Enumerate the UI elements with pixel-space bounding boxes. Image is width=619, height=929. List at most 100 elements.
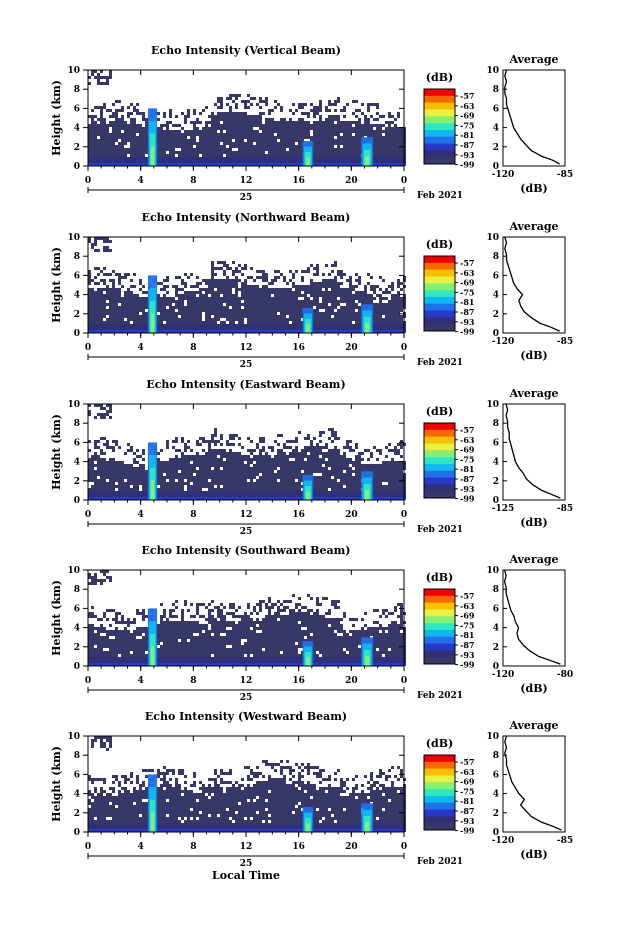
echo-cell bbox=[223, 270, 226, 273]
echo-cell bbox=[121, 318, 124, 321]
echo-cell bbox=[370, 285, 373, 288]
echo-cell bbox=[274, 309, 277, 312]
echo-cell bbox=[127, 491, 130, 494]
echo-cell bbox=[268, 488, 271, 491]
echo-cell bbox=[178, 327, 181, 330]
echo-cell bbox=[184, 297, 187, 300]
echo-cell bbox=[214, 145, 217, 148]
echo-cell bbox=[115, 497, 118, 500]
echo-cell bbox=[214, 479, 217, 482]
echo-cell bbox=[253, 306, 256, 309]
x-tick-label: 16 bbox=[292, 343, 305, 353]
echo-cell bbox=[262, 130, 265, 133]
echo-cell bbox=[205, 461, 208, 464]
echo-cell bbox=[244, 470, 247, 473]
echo-cell bbox=[160, 467, 163, 470]
echo-cell bbox=[166, 136, 169, 139]
echo-cell bbox=[106, 476, 109, 479]
echo-cell bbox=[274, 491, 277, 494]
echo-cell bbox=[400, 288, 403, 291]
echo-cell bbox=[88, 464, 91, 467]
echo-cell bbox=[214, 118, 217, 121]
echo-cell bbox=[250, 315, 253, 318]
echo-intensity-field bbox=[88, 70, 406, 166]
echo-cell bbox=[100, 279, 103, 282]
echo-cell bbox=[292, 455, 295, 458]
echo-cell bbox=[244, 288, 247, 291]
echo-cell bbox=[289, 312, 292, 315]
echo-cell bbox=[214, 279, 217, 282]
echo-cell bbox=[334, 133, 337, 136]
echo-cell bbox=[112, 449, 115, 452]
echo-cell bbox=[166, 154, 169, 157]
echo-cell bbox=[223, 288, 226, 291]
echo-cell bbox=[100, 449, 103, 452]
echo-cell bbox=[88, 115, 91, 118]
echo-cell bbox=[163, 306, 166, 309]
echo-cell bbox=[379, 315, 382, 318]
echo-cell bbox=[358, 324, 361, 327]
echo-cell bbox=[124, 470, 127, 473]
echo-cell bbox=[346, 318, 349, 321]
echo-cell bbox=[145, 473, 148, 476]
echo-cell bbox=[106, 160, 109, 163]
echo-cell bbox=[298, 133, 301, 136]
echo-cell bbox=[220, 494, 223, 497]
echo-cell bbox=[163, 160, 166, 163]
echo-cell bbox=[169, 163, 172, 166]
echo-cell bbox=[268, 464, 271, 467]
echo-cell bbox=[211, 130, 214, 133]
echo-cell bbox=[139, 297, 142, 300]
echo-cell bbox=[169, 145, 172, 148]
echo-cell bbox=[202, 109, 205, 112]
echo-cell bbox=[262, 270, 265, 273]
echo-cell bbox=[121, 482, 124, 485]
echo-cell bbox=[316, 273, 319, 276]
echo-cell bbox=[331, 130, 334, 133]
echo-cell bbox=[352, 315, 355, 318]
echo-cell bbox=[115, 315, 118, 318]
echo-cell bbox=[169, 330, 172, 333]
echo-cell bbox=[277, 288, 280, 291]
echo-cell bbox=[316, 327, 319, 330]
echo-cell bbox=[340, 136, 343, 139]
echo-cell bbox=[196, 133, 199, 136]
echo-cell bbox=[322, 300, 325, 303]
echo-cell bbox=[205, 321, 208, 324]
echo-cell bbox=[262, 497, 265, 500]
echo-cell bbox=[289, 294, 292, 297]
echo-cell bbox=[193, 312, 196, 315]
echo-cell bbox=[205, 294, 208, 297]
echo-cell bbox=[352, 145, 355, 148]
echo-cell bbox=[358, 127, 361, 130]
echo-cell bbox=[298, 461, 301, 464]
echo-cell bbox=[352, 154, 355, 157]
echo-cell bbox=[97, 479, 100, 482]
echo-cell bbox=[217, 452, 220, 455]
echo-cell bbox=[256, 497, 259, 500]
echo-cell bbox=[238, 118, 241, 121]
echo-cell bbox=[136, 124, 139, 127]
echo-cell bbox=[205, 470, 208, 473]
echo-cell bbox=[289, 291, 292, 294]
echo-cell bbox=[244, 497, 247, 500]
echo-cell bbox=[139, 279, 142, 282]
echo-cell bbox=[127, 449, 130, 452]
echo-cell bbox=[232, 318, 235, 321]
echo-cell bbox=[205, 318, 208, 321]
echo-cell bbox=[346, 133, 349, 136]
echo-cell bbox=[265, 306, 268, 309]
echo-cell bbox=[124, 163, 127, 166]
echo-cell bbox=[322, 330, 325, 333]
echo-cell bbox=[217, 324, 220, 327]
echo-cell bbox=[118, 100, 121, 103]
echo-cell bbox=[376, 303, 379, 306]
echo-cell bbox=[190, 294, 193, 297]
echo-cell bbox=[109, 151, 112, 154]
echo-cell bbox=[88, 300, 91, 303]
echo-cell bbox=[112, 300, 115, 303]
echo-cell bbox=[277, 324, 280, 327]
echo-cell bbox=[241, 488, 244, 491]
echo-cell bbox=[349, 315, 352, 318]
echo-cell bbox=[109, 73, 112, 76]
